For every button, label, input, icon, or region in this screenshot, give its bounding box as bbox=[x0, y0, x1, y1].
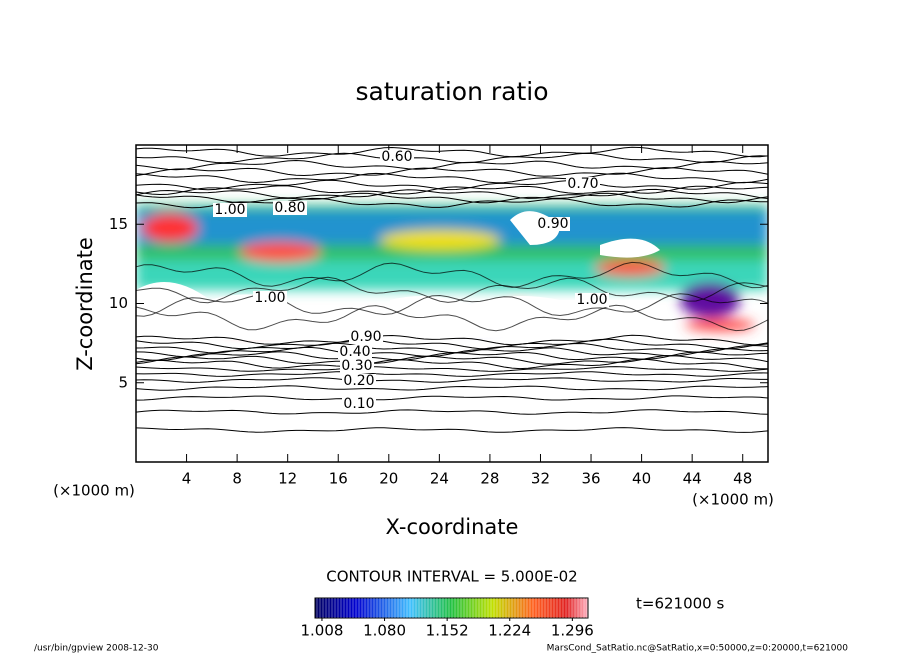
contour-label: 0.80 bbox=[274, 200, 305, 216]
contour-line bbox=[135, 377, 768, 383]
contour-line bbox=[135, 152, 769, 164]
x-tick-label: 28 bbox=[480, 470, 499, 488]
contour-label-bg bbox=[253, 291, 287, 305]
x-unit-label: (×1000 m) bbox=[692, 491, 774, 509]
contour-label: 0.60 bbox=[381, 149, 412, 165]
contour-line bbox=[135, 172, 769, 184]
colorbar bbox=[314, 597, 589, 619]
contour-line bbox=[135, 358, 768, 370]
contour-line bbox=[135, 351, 769, 362]
x-tick-label: 16 bbox=[329, 470, 348, 488]
colorbar-tick-label: 1.296 bbox=[551, 622, 594, 640]
contour-label: 1.00 bbox=[254, 290, 285, 306]
contour-interval: CONTOUR INTERVAL = 5.000E-02 bbox=[326, 568, 577, 586]
contour-label-bg bbox=[342, 374, 376, 388]
contour-label-bg bbox=[213, 203, 247, 217]
chart-title: saturation ratio bbox=[355, 77, 548, 106]
colorbar-stripes bbox=[316, 598, 588, 618]
contour-label-bg bbox=[575, 293, 609, 307]
contour-line bbox=[135, 409, 769, 415]
contour-label: 0.20 bbox=[343, 373, 374, 389]
x-tick-label: 32 bbox=[531, 470, 550, 488]
y-axis-label: Z-coordinate bbox=[73, 237, 97, 371]
contour-line bbox=[135, 192, 769, 204]
footer-left: /usr/bin/gpview 2008-12-30 bbox=[34, 644, 159, 654]
contour-line bbox=[135, 395, 769, 401]
colorbar-tick-label: 1.152 bbox=[426, 622, 469, 640]
contour-line bbox=[135, 179, 769, 191]
contour-line bbox=[135, 146, 769, 158]
x-tick-label: 12 bbox=[278, 470, 297, 488]
contour-label: 0.70 bbox=[567, 176, 598, 192]
x-tick-label: 8 bbox=[232, 470, 242, 488]
colorbar-tick-label: 1.224 bbox=[488, 622, 531, 640]
contour-label: 0.30 bbox=[341, 358, 372, 374]
contour-label: 0.10 bbox=[343, 396, 374, 412]
contour-label-bg bbox=[566, 177, 600, 191]
x-tick-label: 44 bbox=[683, 470, 702, 488]
contour-line bbox=[135, 261, 769, 289]
x-tick-label: 24 bbox=[430, 470, 449, 488]
contour-line bbox=[135, 185, 769, 196]
contour-label-bg bbox=[342, 397, 376, 411]
contour-line bbox=[135, 385, 769, 391]
y-unit-label: (×1000 m) bbox=[53, 482, 135, 500]
contour-line bbox=[135, 338, 769, 350]
colorbar-tick-label: 1.080 bbox=[363, 622, 406, 640]
contour-line bbox=[135, 197, 769, 209]
contour-label: 1.00 bbox=[214, 202, 245, 218]
contour-label-bg bbox=[349, 330, 383, 344]
contour-label: 0.90 bbox=[350, 329, 381, 345]
contour-line bbox=[135, 293, 769, 317]
contour-label-bg bbox=[536, 217, 570, 231]
footer-right: MarsCond_SatRatio.nc@SatRatio,x=0:50000,… bbox=[547, 644, 849, 654]
color-field bbox=[136, 205, 768, 340]
contour-line bbox=[135, 347, 769, 358]
contour-label: 0.90 bbox=[537, 216, 568, 232]
contour-line bbox=[135, 371, 769, 377]
time-label: t=621000 s bbox=[636, 595, 724, 613]
contour-line bbox=[135, 159, 769, 171]
x-tick-label: 20 bbox=[379, 470, 398, 488]
y-tick-label: 10 bbox=[109, 294, 128, 312]
contour-label-bg bbox=[340, 359, 374, 373]
contour-line bbox=[135, 304, 769, 332]
contour-lines bbox=[135, 146, 769, 433]
contour-label-bg bbox=[273, 201, 307, 215]
contour-line bbox=[135, 167, 769, 177]
contour-line bbox=[135, 188, 769, 199]
x-tick-label: 36 bbox=[581, 470, 600, 488]
contour-line bbox=[135, 355, 769, 365]
contour-label: 0.40 bbox=[339, 344, 370, 360]
contour-line bbox=[135, 334, 769, 346]
y-tick-label: 5 bbox=[118, 373, 128, 391]
contour-line bbox=[135, 366, 769, 372]
x-axis-label: X-coordinate bbox=[386, 515, 519, 539]
x-tick-label: 48 bbox=[733, 470, 752, 488]
contour-label-bg bbox=[338, 345, 372, 359]
contour-line bbox=[135, 427, 769, 433]
y-tick-label: 15 bbox=[109, 215, 128, 233]
colorbar-tick-label: 1.008 bbox=[300, 622, 343, 640]
contour-label: 1.00 bbox=[576, 292, 607, 308]
contour-line bbox=[135, 276, 769, 304]
contour-label-bg bbox=[380, 150, 414, 164]
x-tick-label: 40 bbox=[632, 470, 651, 488]
x-tick-label: 4 bbox=[182, 470, 192, 488]
